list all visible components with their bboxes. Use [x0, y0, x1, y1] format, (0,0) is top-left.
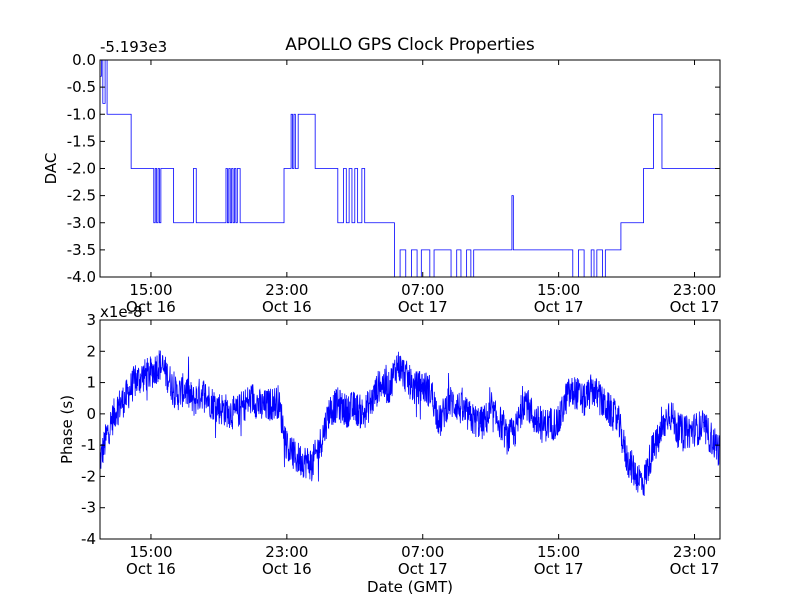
phase-offset-label: x1e-8: [100, 303, 143, 321]
phase-axes-frame: [99, 319, 721, 540]
phase-x-tick-label: 23:00: [265, 543, 308, 561]
dac-x-tick-date-label: Oct 17: [398, 298, 448, 316]
dac-y-tick-label: -2.5: [67, 187, 96, 205]
dac-x-tick-label: 23:00: [673, 281, 716, 299]
dac-y-tick-label: -3.5: [67, 241, 96, 259]
dac-y-tick-label: -3.0: [67, 214, 96, 232]
dac-plot-area: [100, 60, 720, 277]
dac-series-line: [100, 60, 720, 277]
dac-y-tick-label: -1.5: [67, 132, 96, 150]
dac-x-tick-label: 15:00: [537, 281, 580, 299]
phase-series-line: [100, 350, 720, 497]
phase-y-axis-label: Phase (s): [58, 395, 76, 464]
phase-y-tick-label: -2: [81, 467, 96, 485]
phase-plot-area: [100, 350, 720, 497]
phase-y-tick-label: -3: [81, 499, 96, 517]
dac-y-tick-label: -1.0: [67, 105, 96, 123]
phase-x-tick-date-label: Oct 16: [126, 560, 176, 578]
phase-x-tick-label: 15:00: [129, 543, 172, 561]
phase-y-tick-label: 2: [86, 342, 96, 360]
phase-x-axis-label: Date (GMT): [367, 578, 453, 596]
dac-x-tick-date-label: Oct 17: [534, 298, 584, 316]
phase-y-tick-label: 1: [86, 374, 96, 392]
phase-y-tick-label: 0: [86, 405, 96, 423]
phase-x-tick-date-label: Oct 17: [670, 560, 720, 578]
phase-y-tick-label: -1: [81, 436, 96, 454]
phase-x-tick-label: 15:00: [537, 543, 580, 561]
dac-x-tick-label: 23:00: [265, 281, 308, 299]
dac-y-tick-label: -4.0: [67, 268, 96, 286]
chart-title: APOLLO GPS Clock Properties: [285, 35, 535, 55]
dac-y-axis-label: DAC: [42, 153, 60, 185]
phase-x-tick-label: 07:00: [401, 543, 444, 561]
phase-x-tick-date-label: Oct 17: [398, 560, 448, 578]
phase-y-ticks: 3 2 1 0 -1 -2 -3 -4: [81, 311, 720, 548]
dac-offset-label: -5.193e3: [100, 38, 167, 56]
dac-x-tick-label: 07:00: [401, 281, 444, 299]
dac-y-tick-label: -2.0: [67, 160, 96, 178]
phase-x-tick-label: 23:00: [673, 543, 716, 561]
dac-y-tick-label: 0.0: [72, 51, 96, 69]
phase-y-tick-label: -4: [81, 530, 96, 548]
dac-y-tick-label: -0.5: [67, 78, 96, 96]
dac-x-tick-date-label: Oct 17: [670, 298, 720, 316]
phase-x-tick-date-label: Oct 17: [534, 560, 584, 578]
phase-x-tick-date-label: Oct 16: [262, 560, 312, 578]
dac-x-tick-label: 15:00: [129, 281, 172, 299]
dac-x-tick-date-label: Oct 16: [126, 298, 176, 316]
dac-y-ticks: 0.0 -0.5 -1.0 -1.5 -2.0 -2.5 -3.0 -3.5 -4.0: [67, 51, 720, 286]
dac-x-tick-date-label: Oct 16: [262, 298, 312, 316]
phase-y-tick-label: 3: [86, 311, 96, 329]
dac-panel: APOLLO GPS Clock Properties -5.193e3 DAC…: [42, 35, 721, 316]
